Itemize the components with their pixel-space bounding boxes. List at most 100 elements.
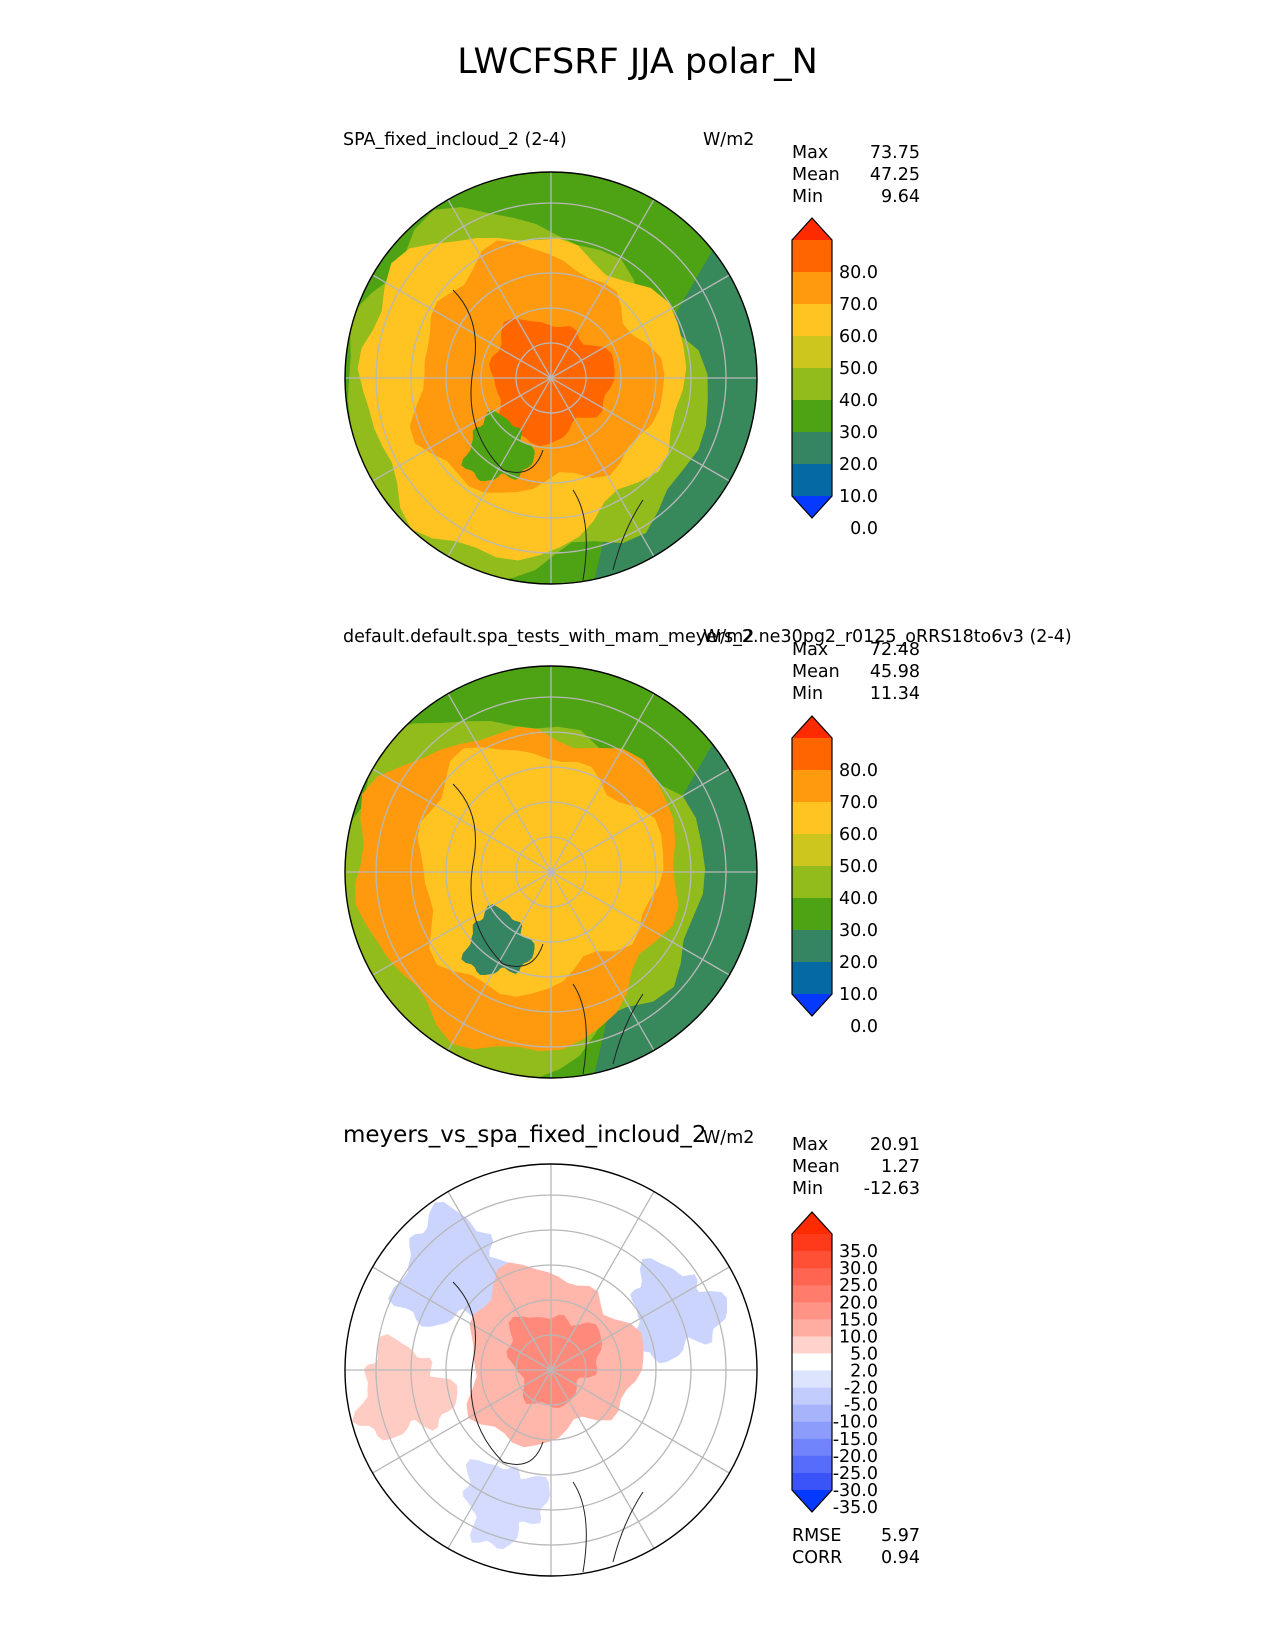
colorbar-extend-max: [792, 218, 832, 240]
colorbar-segment: [792, 368, 832, 401]
positive-core: [506, 1314, 603, 1408]
colorbar-segment: [792, 1319, 832, 1337]
colorbar-segment: [792, 866, 832, 899]
colorbar-segment: [792, 1302, 832, 1320]
stat-value: 72.48: [869, 640, 920, 660]
stat-label: Min: [792, 187, 824, 207]
colorbar-tick-label: 10.0: [839, 985, 878, 1005]
colorbar-extend-min: [792, 994, 832, 1016]
meridian-line: [372, 377, 552, 482]
stat-value: 9.64: [881, 187, 920, 207]
colorbar-tick-label: 40.0: [839, 391, 878, 411]
field-core: [489, 318, 615, 447]
colorbar-tick-label: -10.0: [833, 1413, 878, 1433]
colorbar-segment: [792, 738, 832, 771]
stat-value: 5.97: [881, 1526, 920, 1546]
colorbar-tick-label: 30.0: [839, 921, 878, 941]
colorbar-extend-min: [792, 1490, 832, 1512]
stats-block: Max 73.75 Mean 47.25 Min 9.64: [792, 142, 920, 208]
meridian-line: [447, 1191, 552, 1371]
colorbar-segment: [792, 1404, 832, 1423]
stats-block: Max 72.48 Mean 45.98 Min 11.34: [792, 639, 920, 705]
colorbar-tick-label: 50.0: [839, 359, 878, 379]
meridian-line: [550, 1369, 730, 1474]
colorbar-tick-label: 35.0: [839, 1242, 878, 1262]
colorbar-tick-label: 5.0: [850, 1344, 878, 1364]
coastline: [572, 489, 644, 581]
colorbar-fields: 80.0 70.0 60.0 50.0 40.0 30.0 20.0 10.0 0.0: [791, 715, 878, 1037]
colorbar-tick-label: 25.0: [839, 1276, 878, 1296]
meridian-line: [550, 199, 655, 379]
meridian-line: [447, 377, 552, 557]
colorbar-tick-label: 30.0: [839, 1259, 878, 1279]
colorbar-segment: [792, 1370, 832, 1389]
colorbar-extend-max: [792, 716, 832, 738]
colorbar-tick-label: 30.0: [839, 423, 878, 443]
colorbar-tick-label: -30.0: [833, 1481, 878, 1501]
panel-units: W/m2: [703, 130, 755, 150]
colorbar-tick-label: 2.0: [850, 1362, 878, 1382]
colorbar-outline: [791, 715, 833, 1017]
colorbar-tick-label: 70.0: [839, 793, 878, 813]
colorbar-segment: [792, 834, 832, 867]
meridian-line: [550, 274, 730, 379]
coastline: [572, 983, 644, 1075]
meridian-line: [372, 1266, 552, 1371]
colorbar-segment: [792, 1353, 832, 1372]
map-boundary: [344, 171, 758, 585]
meridian-line: [550, 768, 730, 873]
stat-value: 1.27: [881, 1157, 920, 1177]
panel-difference: meyers_vs_spa_fixed_incloud_2 W/m2 Max 20…: [0, 1120, 1275, 1600]
stat-label: Min: [792, 684, 824, 704]
colorbar-outline: [791, 217, 833, 519]
coastline: [452, 289, 544, 473]
colorbar-tick-label: 10.0: [839, 1327, 878, 1347]
colorbar-extend-min: [792, 496, 832, 518]
stat-value: 47.25: [869, 165, 920, 185]
negative-region: [462, 1459, 550, 1550]
meridian-line: [550, 1266, 730, 1371]
colorbar-segment: [792, 802, 832, 835]
colorbar-segment: [792, 1336, 832, 1354]
figure-title: LWCFSRF JJA polar_N: [457, 42, 818, 82]
colorbar-segment: [792, 898, 832, 931]
meridian-line: [550, 871, 655, 1051]
stat-value: -12.63: [863, 1179, 920, 1199]
error-stats-block: RMSE 5.97 CORR 0.94: [792, 1525, 920, 1569]
colorbar-tick-label: 70.0: [839, 295, 878, 315]
colorbar-tick-label: 50.0: [839, 857, 878, 877]
panel-title: SPA_fixed_incloud_2 (2-4): [343, 130, 567, 150]
colorbar-segment: [792, 1455, 832, 1474]
colorbar-tick-label: 20.0: [839, 455, 878, 475]
colorbar-tick-label: 80.0: [839, 761, 878, 781]
stat-label: Max: [792, 143, 829, 163]
colorbar-tick-label: -15.0: [833, 1430, 878, 1450]
colorbar-tick-label: -25.0: [833, 1464, 878, 1484]
meridian-line: [550, 377, 730, 482]
greenland-region: [461, 410, 535, 481]
polar-map-reference: [344, 665, 758, 1079]
meridian-line: [447, 693, 552, 873]
map-boundary: [344, 1163, 758, 1577]
stat-label: Mean: [792, 1157, 840, 1177]
colorbar-outline: [791, 1211, 833, 1513]
meridian-line: [550, 1191, 655, 1371]
colorbar-extend-max: [792, 1212, 832, 1234]
panel-title: default.default.spa_tests_with_mam_meyer…: [343, 627, 1072, 647]
coastline: [452, 783, 544, 967]
meridian-line: [550, 871, 730, 976]
stat-value: 11.34: [869, 684, 920, 704]
stats-block: Max 20.91 Mean 1.27 Min -12.63: [792, 1134, 920, 1200]
map-boundary: [344, 665, 758, 1079]
colorbar-segment: [792, 1251, 832, 1269]
colorbar-segment: [792, 1438, 832, 1457]
colorbar-segment: [792, 400, 832, 433]
meridian-line: [372, 274, 552, 379]
polar-map-test: [344, 171, 758, 585]
colorbar-segment: [792, 1268, 832, 1286]
field-core: [485, 816, 611, 941]
stat-label: RMSE: [792, 1526, 842, 1546]
colorbar-segment: [792, 272, 832, 305]
panel-units: W/m2: [703, 627, 755, 647]
stat-label: CORR: [792, 1548, 843, 1568]
